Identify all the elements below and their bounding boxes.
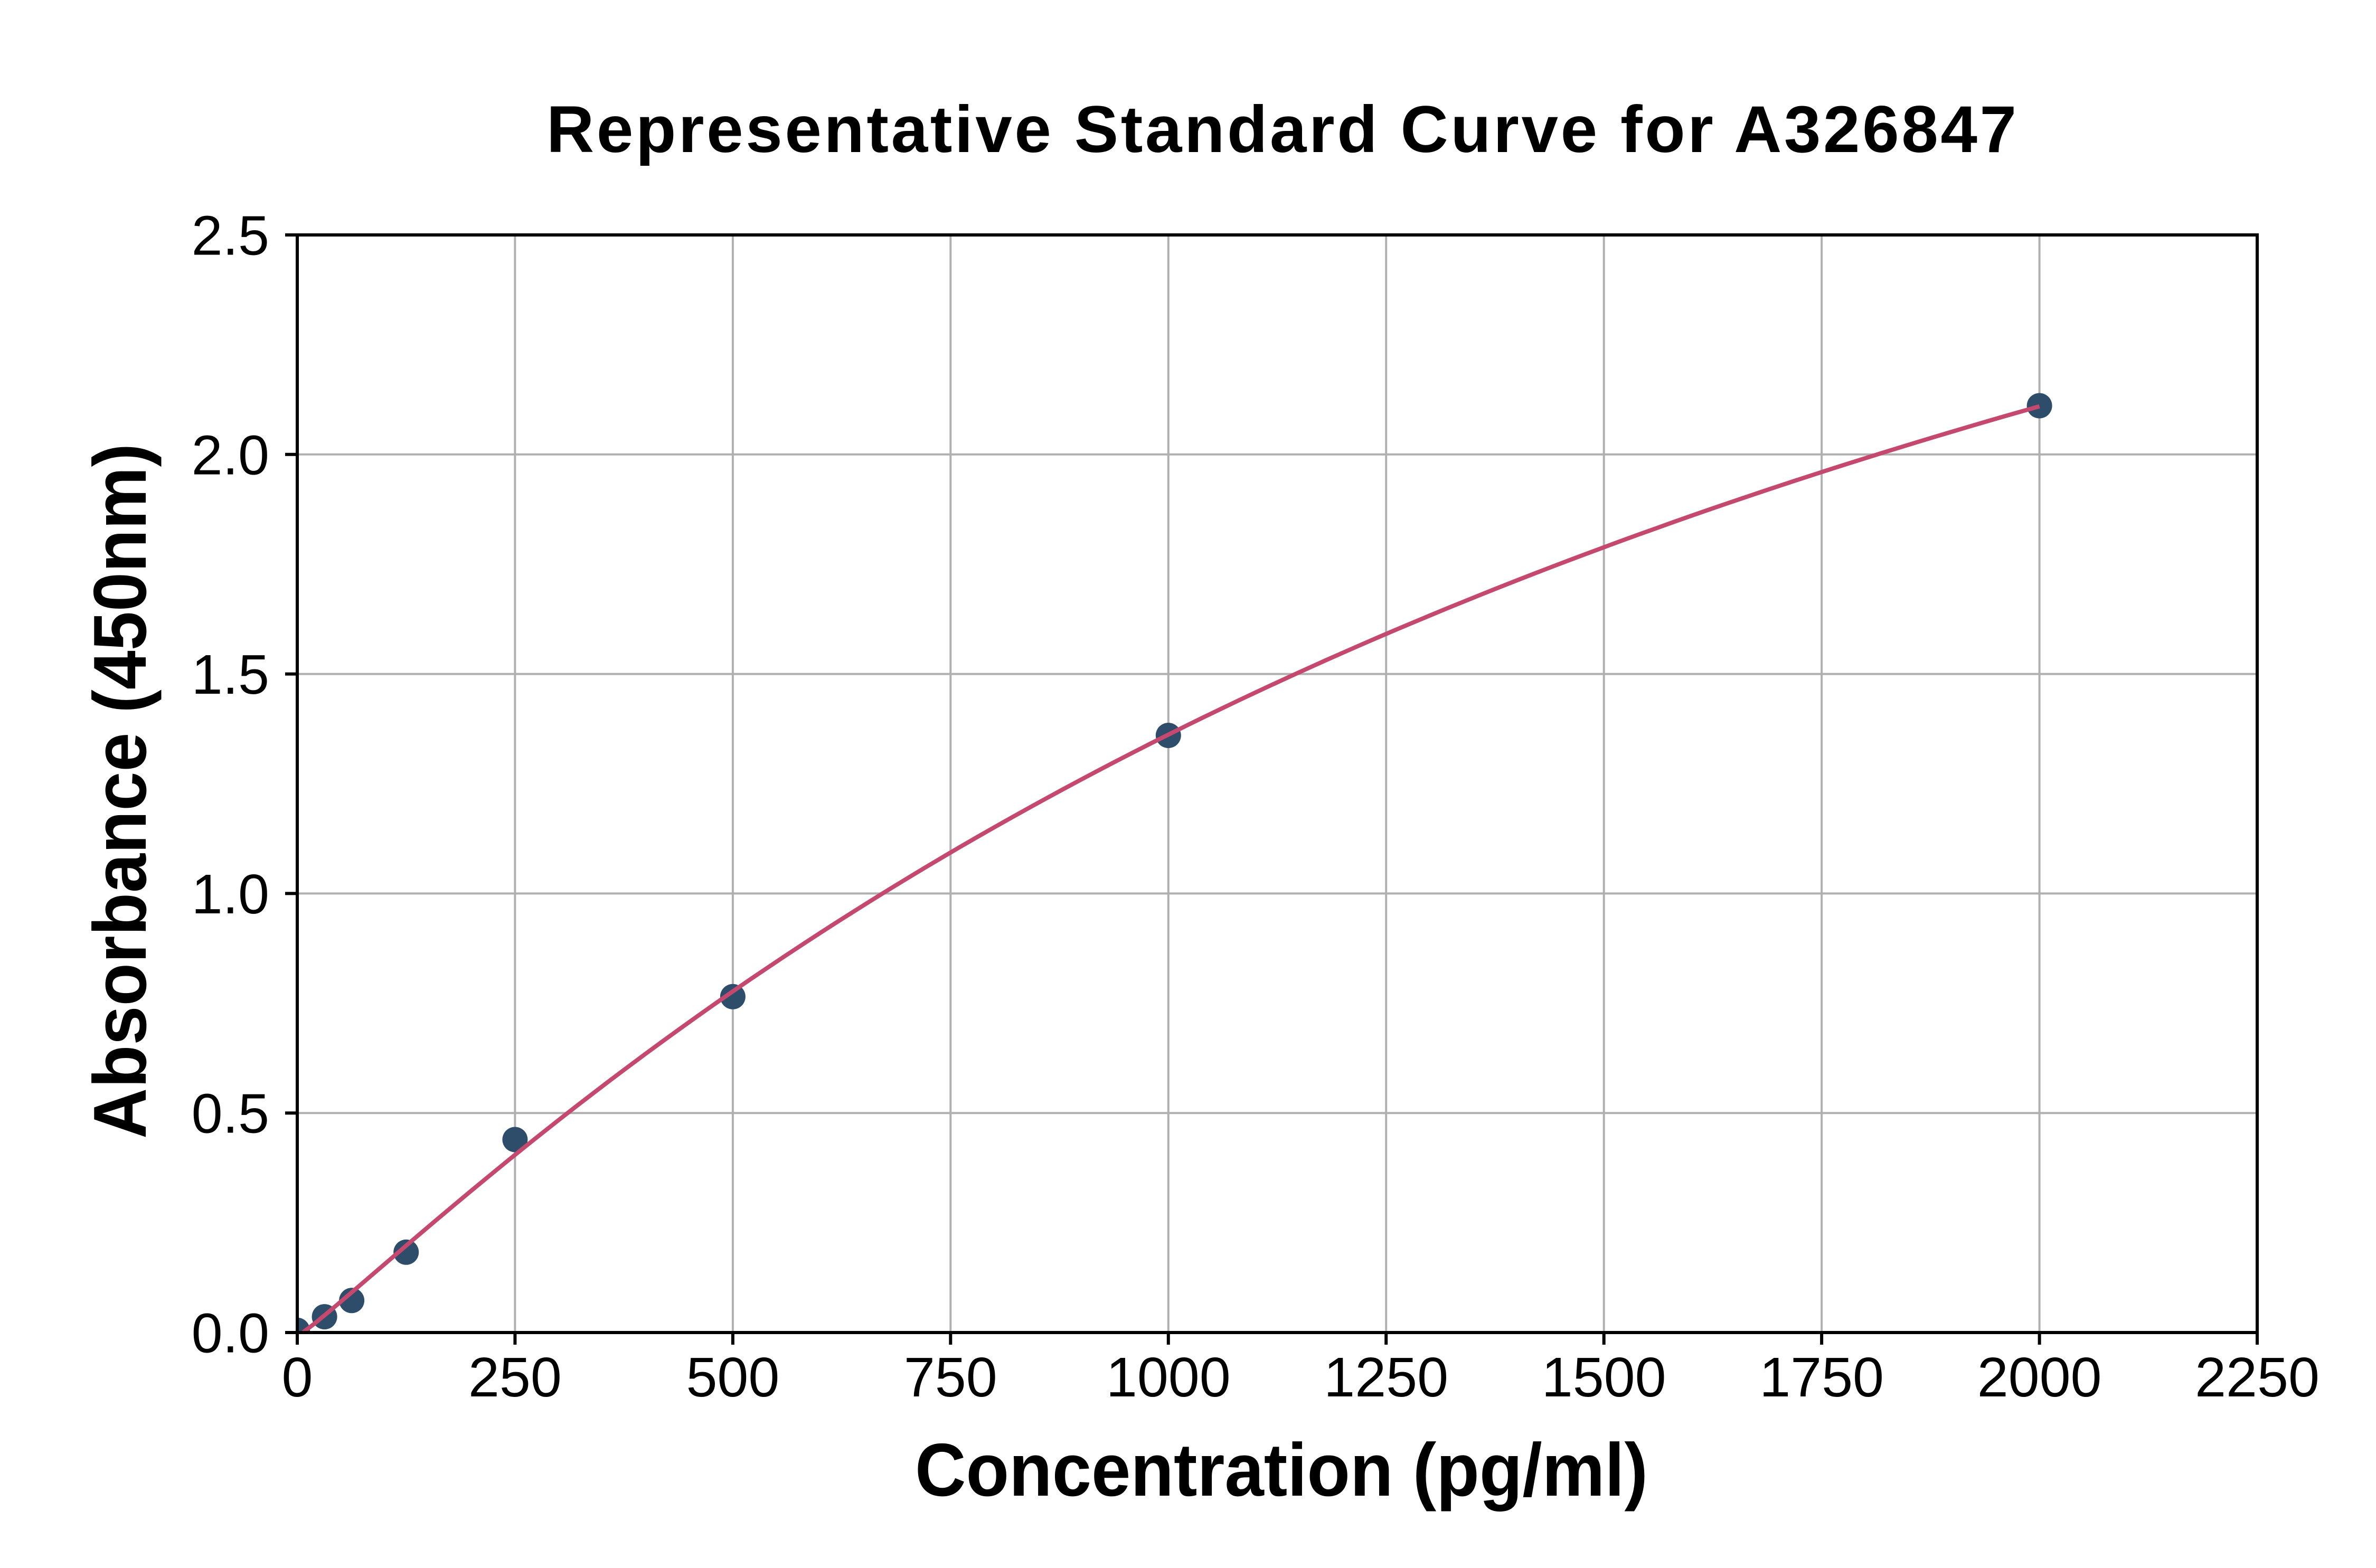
svg-text:1000: 1000 bbox=[1106, 1346, 1231, 1409]
svg-text:1500: 1500 bbox=[1542, 1346, 1666, 1409]
svg-text:2000: 2000 bbox=[1977, 1346, 2102, 1409]
svg-text:750: 750 bbox=[904, 1346, 997, 1409]
svg-text:0: 0 bbox=[282, 1346, 313, 1409]
svg-text:500: 500 bbox=[686, 1346, 779, 1409]
svg-text:1.0: 1.0 bbox=[192, 863, 269, 925]
svg-text:Concentration (pg/ml): Concentration (pg/ml) bbox=[915, 1428, 1648, 1512]
svg-text:250: 250 bbox=[468, 1346, 562, 1409]
svg-text:Absorbance (450nm): Absorbance (450nm) bbox=[78, 443, 162, 1139]
svg-text:2.0: 2.0 bbox=[192, 424, 269, 486]
svg-text:1250: 1250 bbox=[1324, 1346, 1448, 1409]
svg-text:2250: 2250 bbox=[2195, 1346, 2320, 1409]
svg-text:0.5: 0.5 bbox=[192, 1083, 269, 1145]
svg-text:0.0: 0.0 bbox=[192, 1302, 269, 1365]
svg-text:Representative Standard Curve: Representative Standard Curve for A32684… bbox=[546, 93, 2016, 166]
svg-text:1750: 1750 bbox=[1759, 1346, 1884, 1409]
svg-text:1.5: 1.5 bbox=[192, 644, 269, 706]
svg-text:2.5: 2.5 bbox=[192, 205, 269, 267]
